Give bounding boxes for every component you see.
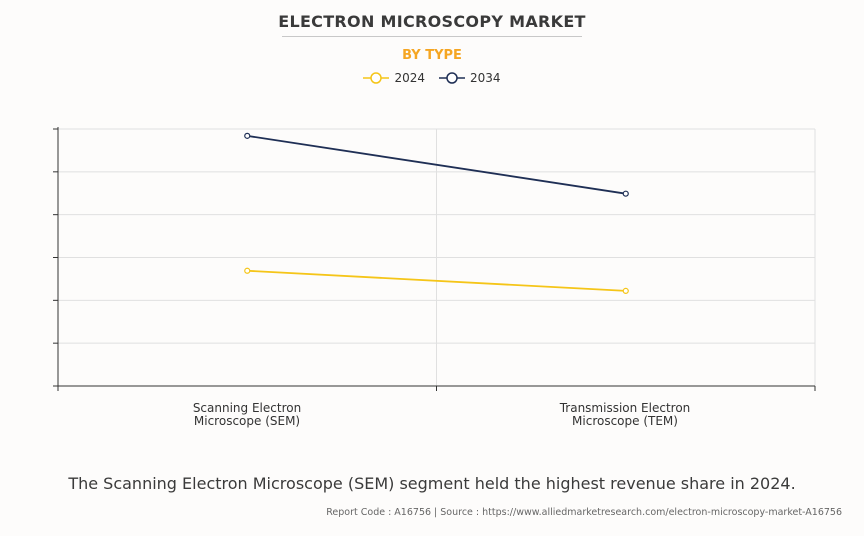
legend-marker-2034-icon [439, 72, 465, 84]
legend-label-2034: 2034 [470, 71, 501, 85]
data-point-2034 [622, 190, 629, 197]
legend-item-2024[interactable]: 2024 [363, 71, 425, 85]
source-text: Report Code : A16756 | Source : https://… [326, 507, 842, 518]
x-tick-label-line: Microscope (TEM) [572, 414, 678, 428]
title-divider [282, 36, 582, 37]
x-tick-label-line: Scanning Electron [192, 401, 302, 415]
legend-label-2024: 2024 [394, 71, 425, 85]
x-tick-label-tem: Transmission Electron Microscope (TEM) [525, 402, 725, 428]
series-line-2024 [247, 269, 626, 292]
summary-text: The Scanning Electron Microscope (SEM) s… [68, 474, 796, 493]
x-tick-label-line: Transmission Electron [559, 401, 691, 415]
chart-title: ELECTRON MICROSCOPY MARKET [278, 12, 586, 31]
series-line-2034 [247, 134, 626, 195]
data-point-2034 [244, 132, 251, 139]
x-tick-label-line: Microscope (SEM) [193, 414, 301, 428]
legend-marker-2024-icon [363, 72, 390, 84]
x-tick-label-sem: Scanning Electron Microscope (SEM) [147, 402, 347, 428]
legend-item-2034[interactable]: 2034 [439, 71, 501, 85]
data-point-2024 [622, 287, 629, 295]
legend: 2024 2034 [0, 71, 864, 85]
chart-subtitle: BY TYPE [402, 48, 462, 63]
data-point-2024 [244, 267, 251, 274]
